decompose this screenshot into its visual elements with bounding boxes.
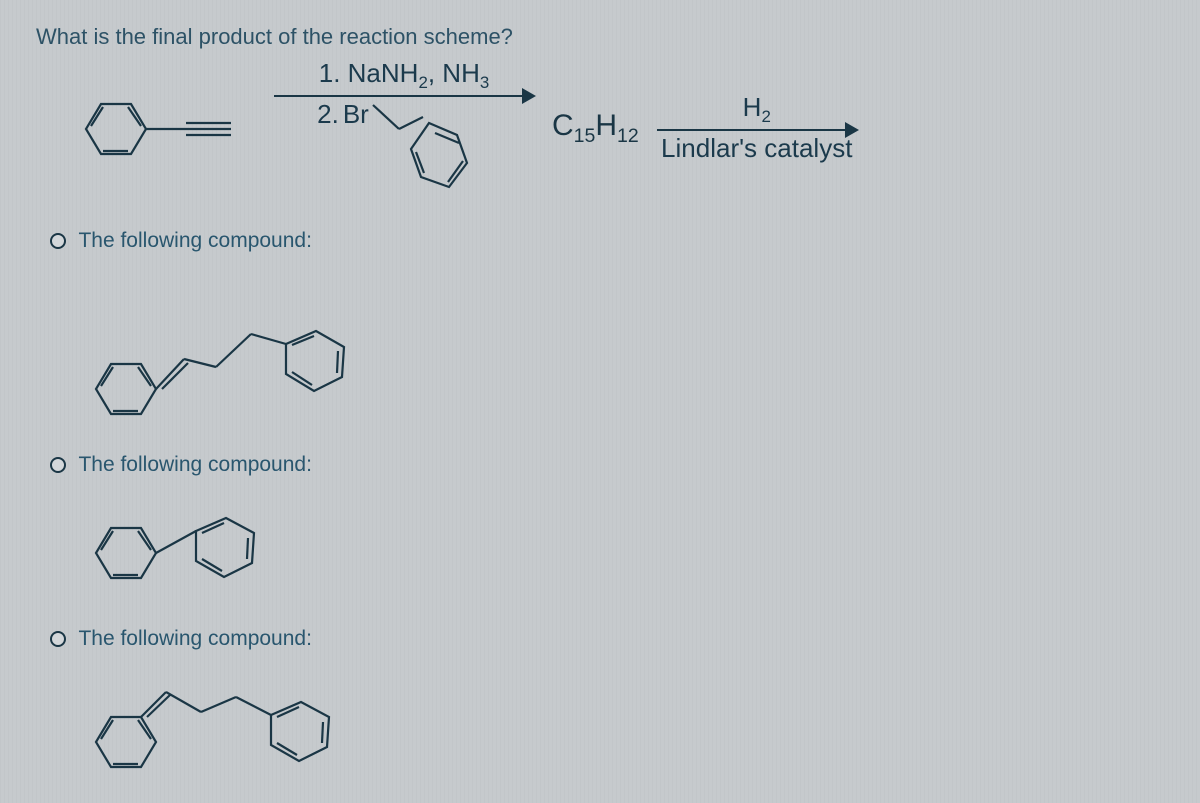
step1-sub1: 2 bbox=[418, 73, 427, 92]
f15: 15 bbox=[574, 125, 596, 147]
step1-br: Br bbox=[343, 99, 369, 130]
question-text: What is the final product of the reactio… bbox=[36, 24, 1164, 50]
option-b[interactable]: The following compound: bbox=[50, 453, 1164, 477]
step2-top: H2 bbox=[743, 92, 771, 127]
option-c[interactable]: The following compound: bbox=[50, 627, 1164, 651]
step1-top: 1. NaNH2, NH3 bbox=[319, 58, 490, 93]
option-a-label: The following compound: bbox=[78, 229, 311, 252]
reaction-scheme: 1. NaNH2, NH3 2. Br bbox=[56, 58, 1164, 199]
f12: 12 bbox=[617, 125, 639, 147]
benzyl-structure bbox=[371, 99, 491, 199]
step1-top-b: , NH bbox=[428, 58, 480, 88]
step1-sub2: 3 bbox=[480, 73, 489, 92]
option-c-structure bbox=[66, 657, 1164, 797]
fH: H bbox=[595, 109, 617, 142]
option-a-structure bbox=[66, 259, 1164, 439]
step2-reagents: H2 Lindlar's catalyst bbox=[657, 92, 857, 166]
step2-sub: 2 bbox=[761, 107, 770, 126]
step1-reagents: 1. NaNH2, NH3 2. Br bbox=[274, 58, 534, 199]
radio-c-icon[interactable] bbox=[50, 631, 66, 647]
start-structure bbox=[56, 74, 256, 184]
step1-top-a: 1. NaNH bbox=[319, 58, 419, 88]
fC: C bbox=[552, 109, 574, 142]
radio-a-icon[interactable] bbox=[50, 233, 66, 249]
radio-b-icon[interactable] bbox=[50, 457, 66, 473]
arrow-1 bbox=[274, 95, 534, 97]
step1-num: 2. bbox=[317, 99, 339, 130]
question-page: What is the final product of the reactio… bbox=[0, 0, 1200, 803]
step2-H: H bbox=[743, 92, 762, 122]
step2-bottom: Lindlar's catalyst bbox=[661, 133, 852, 164]
arrow-2 bbox=[657, 129, 857, 131]
step1-bottom: 2. Br bbox=[317, 99, 491, 199]
intermediate-formula: C15H12 bbox=[552, 109, 639, 148]
option-a[interactable]: The following compound: bbox=[50, 229, 1164, 253]
option-b-structure bbox=[66, 483, 1164, 613]
option-b-label: The following compound: bbox=[78, 453, 311, 476]
option-c-label: The following compound: bbox=[78, 627, 311, 650]
